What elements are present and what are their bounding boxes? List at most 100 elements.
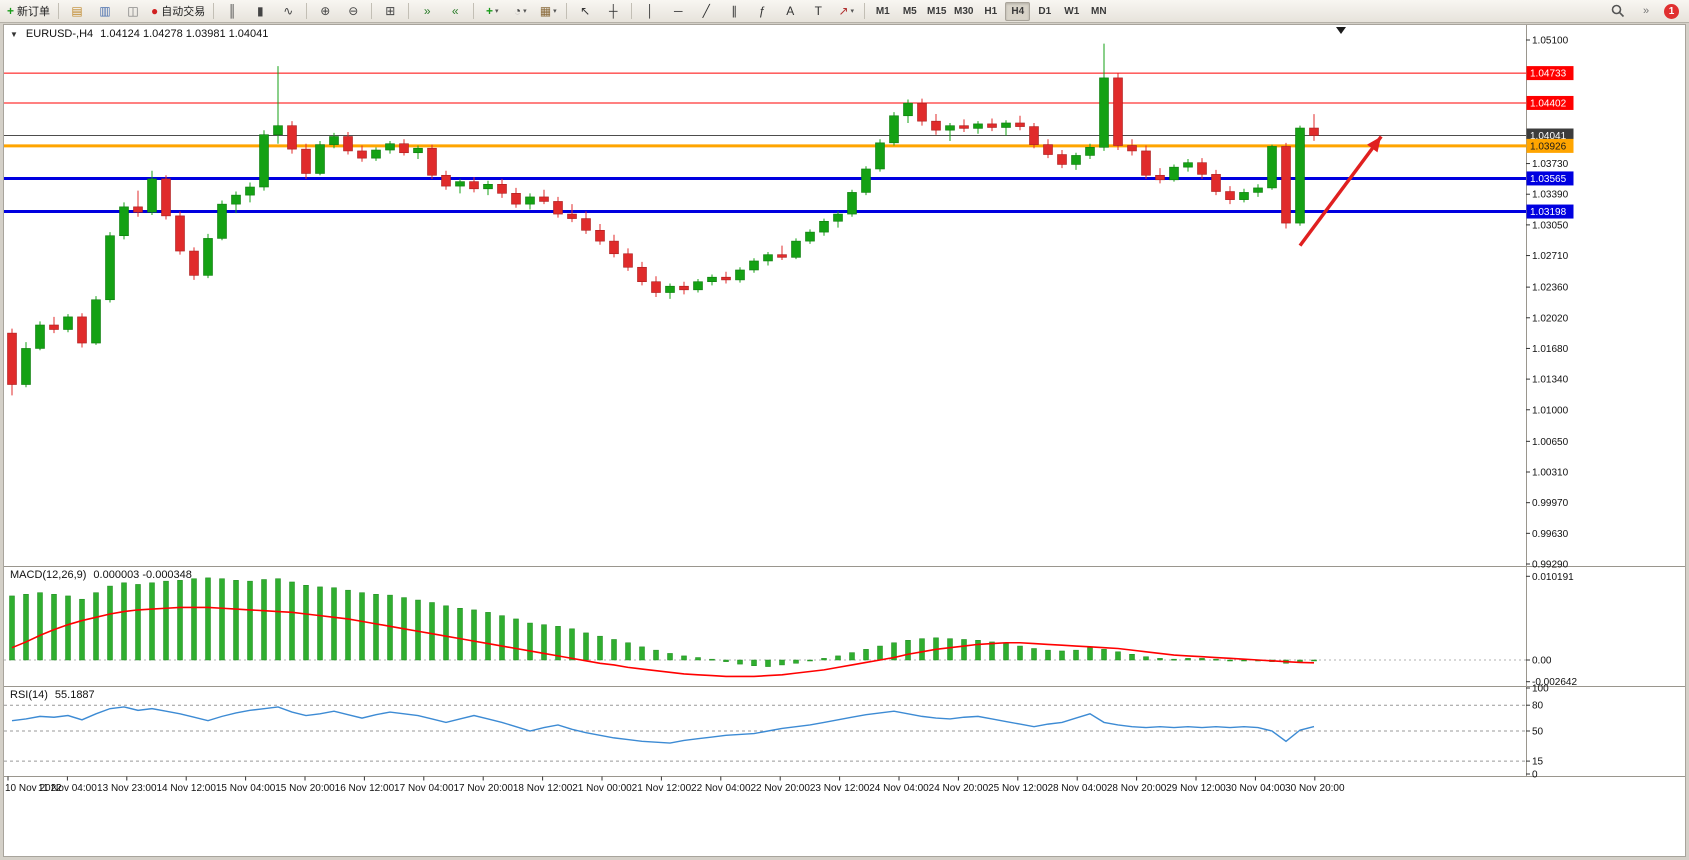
templates-button[interactable]: ▦ ▾ xyxy=(535,1,561,21)
label-icon[interactable]: T xyxy=(805,1,831,21)
svg-text:30 Nov 20:00: 30 Nov 20:00 xyxy=(1285,783,1345,794)
svg-text:-0.002642: -0.002642 xyxy=(1532,677,1577,688)
periods-button[interactable]: ◔ ▾ xyxy=(507,1,533,21)
rsi-line xyxy=(11,706,1315,744)
toolbar-separator xyxy=(566,3,568,19)
scroll-to-end-marker[interactable] xyxy=(1336,27,1346,34)
main-toolbar: + 新订单 ▤ ▥ ◫ ● 自动交易 ║ ▮ ∿ ⊕ ⊖ ⊞» «+ ▾ ◔ ▾ ▦ ▾ ↖ ┼ │ ─ ╱ ∥ ƒ A T ↗ ▾ M1 M… xyxy=(0,0,1689,23)
candlestick-chart-icon[interactable]: ▮ xyxy=(247,1,273,21)
svg-text:1.04402: 1.04402 xyxy=(1530,98,1567,109)
label-icon-glyph: T xyxy=(814,4,822,18)
terminal-icon[interactable]: ◫ xyxy=(120,1,146,21)
svg-text:1.03730: 1.03730 xyxy=(1532,159,1569,170)
macd-indicator-label: MACD(12,26,9) xyxy=(10,569,87,581)
timeframe-d1[interactable]: D1 xyxy=(1038,5,1052,17)
tile-windows-icon[interactable]: ⊞ xyxy=(377,1,403,21)
svg-text:0.010191: 0.010191 xyxy=(1532,572,1574,583)
trendline-icon[interactable]: ╱ xyxy=(693,1,719,21)
chevron-down-icon: ▾ xyxy=(523,8,527,15)
arrows-button[interactable]: ↗ ▾ xyxy=(833,1,859,21)
zoom-out-icon-glyph: ⊖ xyxy=(348,4,359,18)
indicators-glyph: + xyxy=(486,4,494,18)
new-chart-icon-glyph: ▤ xyxy=(71,4,83,18)
chevron-down-icon: ▾ xyxy=(553,8,557,15)
timeframe-m15[interactable]: M15 xyxy=(927,5,947,17)
timeframe-m5[interactable]: M5 xyxy=(902,5,917,17)
crosshair-icon[interactable]: ┼ xyxy=(600,1,626,21)
timeframe-m30[interactable]: M30 xyxy=(954,5,974,17)
zoom-out-icon[interactable]: ⊖ xyxy=(340,1,366,21)
fibonacci-icon[interactable]: ƒ xyxy=(749,1,775,21)
rsi-indicator-value: 55.1887 xyxy=(54,689,95,701)
toolbar-button-group: + 新订单 ▤ ▥ ◫ ● 自动交易 ║ ▮ ∿ ⊕ ⊖ ⊞» «+ ▾ ◔ ▾ ▦ ▾ ↖ ┼ │ ─ ╱ ∥ ƒ A T ↗ ▾ M1 M… xyxy=(3,1,1112,21)
svg-text:1.01340: 1.01340 xyxy=(1532,375,1569,386)
notification-badge[interactable]: 1 xyxy=(1664,3,1679,19)
search-button[interactable] xyxy=(1605,1,1631,21)
svg-text:1.00310: 1.00310 xyxy=(1532,468,1569,479)
svg-text:24 Nov 04:00: 24 Nov 04:00 xyxy=(869,783,929,794)
new-order-glyph: + xyxy=(7,4,15,18)
text-icon[interactable]: A xyxy=(777,1,803,21)
svg-text:0.99970: 0.99970 xyxy=(1532,498,1569,509)
profiles-icon[interactable]: ▥ xyxy=(92,1,118,21)
toolbar-overflow-button[interactable]: » xyxy=(1633,1,1659,21)
bars-chart-icon-glyph: ║ xyxy=(228,4,237,18)
svg-text:30 Nov 04:00: 30 Nov 04:00 xyxy=(1226,783,1286,794)
cursor-icon[interactable]: ↖ xyxy=(572,1,598,21)
svg-text:28 Nov 04:00: 28 Nov 04:00 xyxy=(1047,783,1107,794)
svg-text:28 Nov 20:00: 28 Nov 20:00 xyxy=(1107,783,1167,794)
chevron-double-icon: » xyxy=(1642,4,1650,17)
timeframe-mn[interactable]: MN xyxy=(1090,5,1107,17)
toolbar-separator xyxy=(306,3,308,19)
new-chart-icon[interactable]: ▤ xyxy=(64,1,90,21)
rsi-panel: 100 80 50 15 0 xyxy=(4,684,1549,781)
timeframe-w1[interactable]: W1 xyxy=(1064,5,1080,17)
toolbar-separator xyxy=(864,3,866,19)
auto-trading-button[interactable]: ● 自动交易 xyxy=(148,1,208,21)
horizontal-line-icon[interactable]: ─ xyxy=(665,1,691,21)
zoom-in-icon[interactable]: ⊕ xyxy=(312,1,338,21)
svg-text:1.05100: 1.05100 xyxy=(1532,36,1569,47)
macd-panel: 0.010191 0.00 -0.002642 xyxy=(4,572,1577,688)
svg-text:100: 100 xyxy=(1532,684,1549,695)
arrows-glyph: ↗ xyxy=(838,4,849,18)
timeframe-h1[interactable]: H1 xyxy=(984,5,998,17)
fibonacci-icon-glyph: ƒ xyxy=(758,4,766,18)
trendline-icon-glyph: ╱ xyxy=(702,4,710,18)
tile-windows-icon-glyph: ⊞ xyxy=(385,4,396,18)
svg-text:23 Nov 12:00: 23 Nov 12:00 xyxy=(810,783,870,794)
chart-collapse-icon[interactable]: ▼ xyxy=(10,29,18,39)
terminal-icon-glyph: ◫ xyxy=(127,4,139,18)
vertical-line-icon[interactable]: │ xyxy=(637,1,663,21)
svg-text:0.99630: 0.99630 xyxy=(1532,529,1569,540)
timeframe-m1[interactable]: M1 xyxy=(875,5,890,17)
profiles-icon-glyph: ▥ xyxy=(99,4,111,18)
zoom-in-icon-glyph: ⊕ xyxy=(320,4,331,18)
chart-ohlc-header: ▼ EURUSD-,H4 1.04124 1.04278 1.03981 1.0… xyxy=(10,28,268,40)
price-axis[interactable]: 1.05100 1.03730 1.03390 1.03050 1.02710 1.023… xyxy=(1526,36,1569,571)
svg-text:14 Nov 12:00: 14 Nov 12:00 xyxy=(156,783,216,794)
chart-shift-icon[interactable]: « xyxy=(442,1,468,21)
arrow-annotation[interactable] xyxy=(1298,135,1383,247)
channel-icon[interactable]: ∥ xyxy=(721,1,747,21)
svg-text:24 Nov 20:00: 24 Nov 20:00 xyxy=(929,783,989,794)
toolbar-separator xyxy=(631,3,633,19)
chart-shift-icon-glyph: « xyxy=(451,4,459,18)
rsi-indicator-label: RSI(14) xyxy=(10,689,48,701)
candles-layer xyxy=(7,43,1319,396)
bars-chart-icon[interactable]: ║ xyxy=(219,1,245,21)
line-chart-icon[interactable]: ∿ xyxy=(275,1,301,21)
timeframe-h4[interactable]: H4 xyxy=(1005,1,1031,21)
arrow-head xyxy=(1367,136,1382,153)
svg-text:0: 0 xyxy=(1532,770,1538,781)
auto-trading-button-label: 自动交易 xyxy=(161,6,206,18)
chart-ohlc-values: 1.04124 1.04278 1.03981 1.04041 xyxy=(100,28,269,40)
new-order-button[interactable]: + 新订单 xyxy=(4,1,53,21)
auto-scroll-icon[interactable]: » xyxy=(414,1,440,21)
svg-text:1.01000: 1.01000 xyxy=(1532,405,1569,416)
indicators-button[interactable]: + ▾ xyxy=(479,1,505,21)
svg-text:1.03050: 1.03050 xyxy=(1532,220,1569,231)
